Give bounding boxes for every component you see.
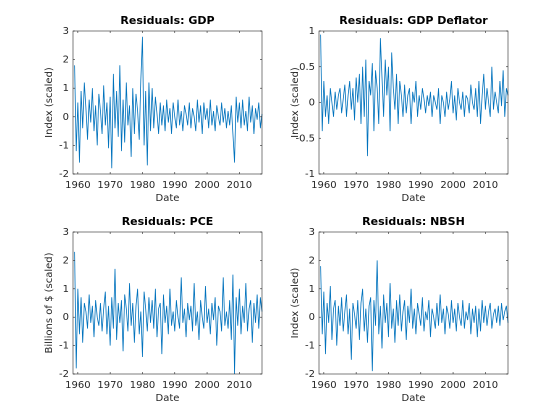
x-tick-label: 1960 [65,380,90,391]
x-tick-label: 1960 [65,180,90,191]
x-axis-label: Date [156,393,180,404]
y-tick-label: 3 [63,26,69,37]
chart-title: Residuals: NBSH [362,215,465,228]
y-tick-label: 0 [309,312,315,323]
x-axis-label: Date [402,393,426,404]
y-tick-label: 3 [309,227,315,238]
y-tick-label: 3 [63,227,69,238]
x-tick-label: 2000 [194,180,219,191]
x-tick-label: 1970 [97,380,122,391]
axes-background [319,232,508,374]
y-tick-label: -2 [59,369,69,380]
x-tick-label: 1990 [408,180,433,191]
residual-line [74,36,263,169]
y-tick-label: 2 [63,55,69,66]
x-tick-label: 1980 [130,180,155,191]
axes-box [318,231,509,375]
y-axis-label: Billions of $ (scaled) [44,252,55,353]
x-tick-label: 1990 [162,380,187,391]
y-tick-label: 0.5 [299,62,315,73]
y-axis-label: Index (scaled) [44,67,55,138]
x-tick-label: 1970 [343,380,368,391]
y-tick-label: 1 [309,26,315,37]
y-tick-label: -1 [305,169,315,180]
chart-title: Residuals: GDP Deflator [339,14,488,27]
y-tick-label: -1 [59,140,69,151]
x-tick-label: 2010 [227,180,252,191]
y-axis-label: Index (scaled) [290,67,301,138]
x-tick-label: 2000 [194,380,219,391]
y-tick-label: -2 [59,169,69,180]
x-tick-label: 1990 [408,380,433,391]
residual-line [320,34,509,157]
residual-line [74,251,263,375]
x-tick-label: 1980 [376,180,401,191]
y-tick-label: 0 [63,312,69,323]
y-tick-label: 2 [63,255,69,266]
x-axis-label: Date [156,193,180,204]
y-tick-label: 0 [309,98,315,109]
x-tick-label: 1970 [343,180,368,191]
chart-title: Residuals: PCE [122,215,214,228]
x-tick-label: 2010 [227,380,252,391]
y-tick-label: -1 [59,341,69,352]
axes-box [72,30,263,175]
axes-box [72,231,263,375]
residual-line [320,260,509,372]
x-tick-label: 1990 [162,180,187,191]
y-axis-label: Index (scaled) [290,268,301,339]
x-tick-label: 1960 [311,380,336,391]
x-tick-label: 1980 [130,380,155,391]
y-tick-label: -1 [305,341,315,352]
x-tick-label: 2010 [473,180,498,191]
y-tick-label: -2 [305,369,315,380]
y-tick-label: -0.5 [295,133,315,144]
x-tick-label: 1960 [311,180,336,191]
y-tick-label: 1 [309,284,315,295]
y-tick-label: 1 [63,284,69,295]
x-tick-label: 2000 [440,380,465,391]
y-tick-label: 2 [309,255,315,266]
chart-title: Residuals: GDP [120,14,214,27]
y-tick-label: 1 [63,83,69,94]
x-tick-label: 2010 [473,380,498,391]
x-axis-label: Date [402,193,426,204]
x-tick-label: 2000 [440,180,465,191]
y-tick-label: 0 [63,112,69,123]
x-tick-label: 1980 [376,380,401,391]
x-tick-label: 1970 [97,180,122,191]
